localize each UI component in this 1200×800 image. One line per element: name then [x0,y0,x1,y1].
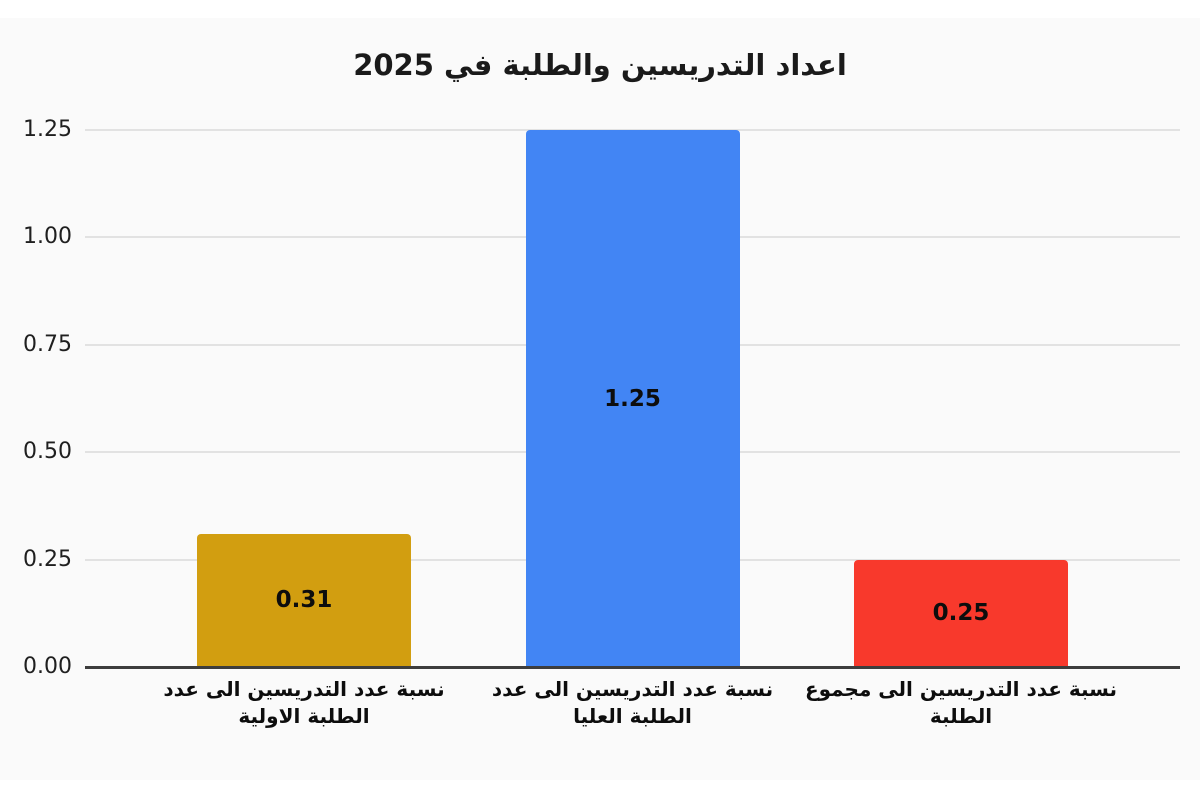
x-category-label: نسبة عدد التدريسين الى مجموع الطلبة [786,676,1136,730]
y-tick-label: 0.50 [23,439,72,465]
bar: 0.31 [197,533,411,667]
x-category-label-line: الطلبة الاولية [238,704,370,728]
bar-value-label: 1.25 [604,385,661,412]
bar-value-label: 0.25 [932,600,990,627]
x-category-label-line: نسبة عدد التدريسين الى مجموع [804,677,1118,701]
x-category-label: نسبة عدد التدريسين الى عدد الطلبة العليا [458,676,808,730]
y-tick-label: 0.75 [23,331,72,357]
x-category-label-line: نسبة عدد التدريسين الى عدد [163,677,445,701]
bar: 1.25 [525,130,740,667]
y-tick-label: 0.00 [23,654,72,679]
y-tick-label: 1.25 [23,117,72,142]
x-axis-line [85,666,1180,669]
x-category-label-line: الطلبة العليا [573,704,692,728]
chart-title: اعداد التدريسين والطلبة في 2025 [353,48,847,82]
y-tick-label: 1.00 [23,224,72,250]
bar: 0.25 [854,559,1068,667]
x-category-label-line: الطلبة [929,704,993,728]
x-category-label: نسبة عدد التدريسين الى عدد الطلبة الاولية [129,676,479,730]
y-tick-label: 0.25 [23,546,72,572]
x-category-label-line: نسبة عدد التدريسين الى عدد [491,677,774,701]
bar-value-label: 0.31 [275,587,333,614]
